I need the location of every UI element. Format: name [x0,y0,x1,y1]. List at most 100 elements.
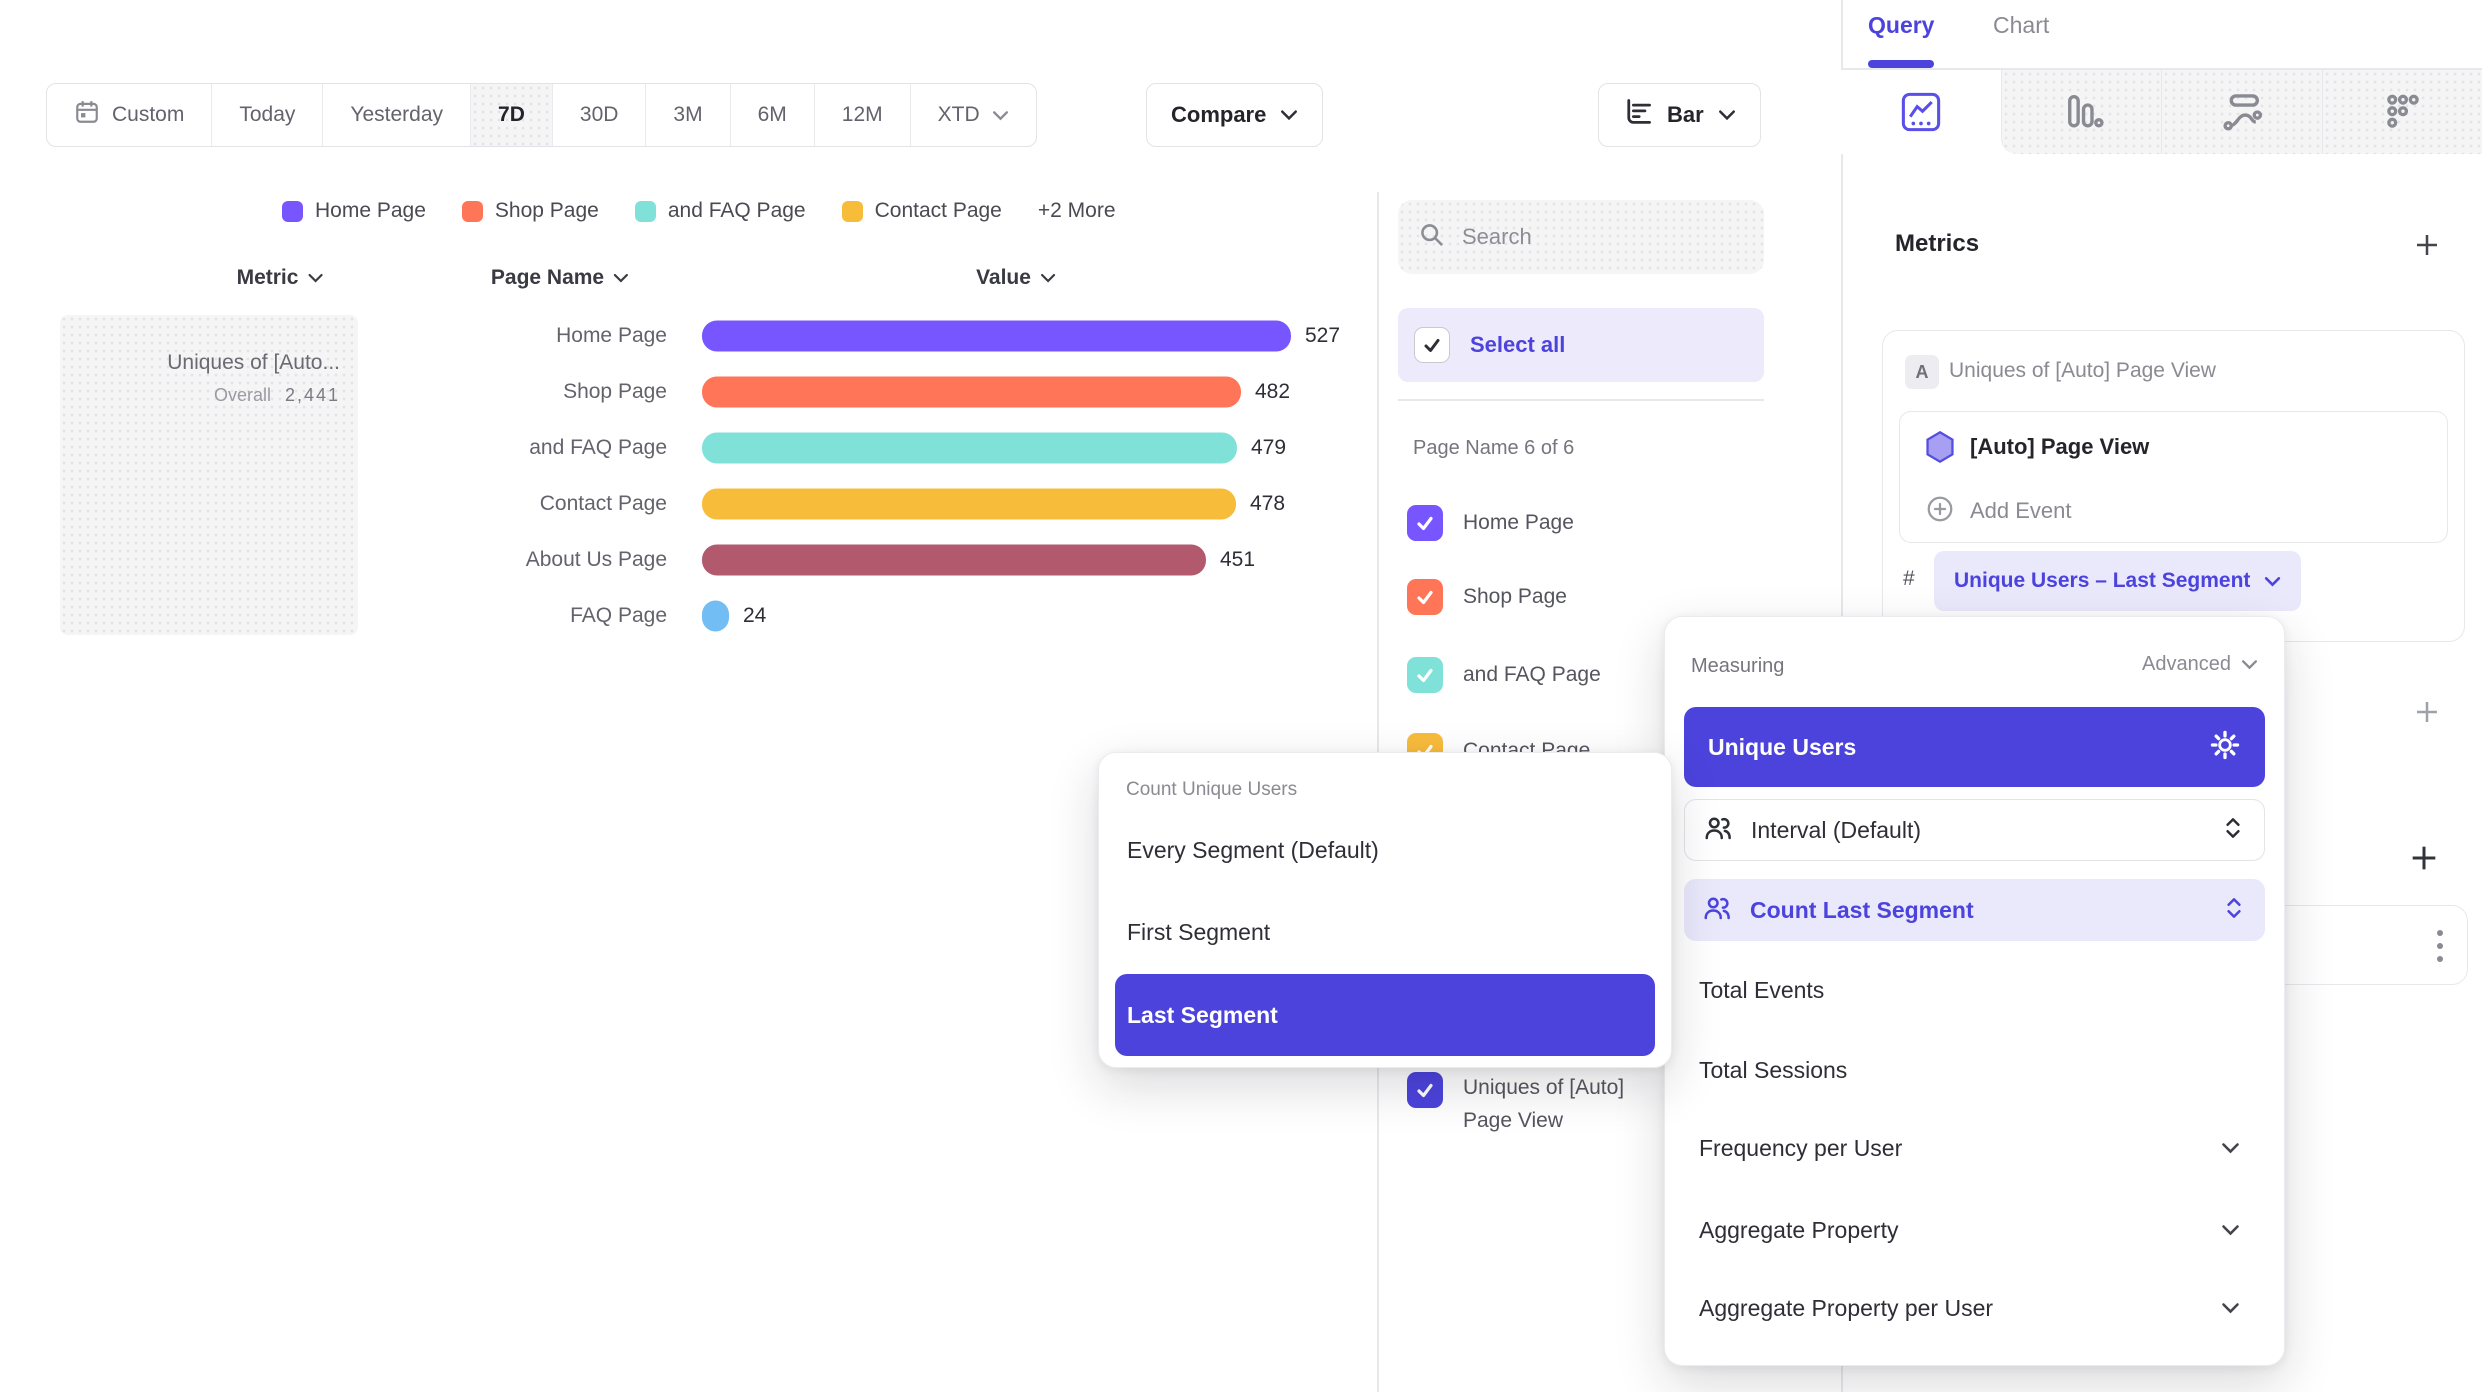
column-header-label: Value [976,266,1031,289]
date-range-7d[interactable]: 7D [471,84,553,146]
legend-label: Home Page [315,199,426,222]
column-header-label: Metric [236,266,299,289]
bar[interactable] [702,320,1291,352]
checkbox-checked[interactable] [1407,657,1443,693]
metric-row-label[interactable]: Uniques of [Auto] Page View [1949,359,2216,382]
legend-item[interactable]: and FAQ Page [634,199,806,223]
search-box[interactable] [1398,200,1764,274]
filter-item[interactable]: and FAQ Page [1407,657,1601,693]
measuring-menu: Measuring Advanced Unique Users [1664,616,2285,1366]
report-tab-funnels[interactable] [2001,70,2161,154]
menu-item-every-segment[interactable]: Every Segment (Default) [1127,837,1379,863]
chevron-down-icon [1718,108,1736,122]
chart-row: Home Page 527 [0,308,1370,364]
date-range-custom[interactable]: Custom [47,84,213,146]
add-filter-icon[interactable] [2412,697,2442,727]
users-icon [1702,893,1732,928]
report-tab-retention[interactable] [2322,70,2482,154]
bar-value: 24 [743,604,767,627]
chevron-down-icon[interactable] [2221,1141,2240,1155]
menu-item-frequency-per-user[interactable]: Frequency per User [1699,1135,1903,1161]
add-event-label[interactable]: Add Event [1970,498,2072,523]
menu-item-interval[interactable]: Interval (Default) [1684,799,2265,861]
menu-item-unique-users-selected[interactable]: Unique Users [1684,707,2265,787]
chevron-down-icon[interactable] [2221,1301,2240,1315]
metric-overall-label: Overall [213,385,271,405]
stepper-icon[interactable] [2224,815,2242,846]
segmentation-dots-icon [2386,94,2419,128]
bar[interactable] [702,488,1236,520]
kebab-menu-icon[interactable] [2437,930,2443,962]
report-tab-insights[interactable] [1841,70,2001,154]
measuring-menu-title: Measuring [1691,655,1785,677]
column-header-page-name[interactable]: Page Name [491,266,629,290]
filter-item[interactable]: Shop Page [1407,579,1567,615]
date-range-today[interactable]: Today [212,84,324,146]
report-tab-flows[interactable] [2161,70,2322,154]
column-header-value[interactable]: Value [976,266,1056,290]
bar[interactable] [702,432,1237,464]
divider [1398,399,1764,401]
date-range-label: 7D [498,103,525,126]
bar[interactable] [702,600,729,632]
menu-item-total-sessions[interactable]: Total Sessions [1699,1057,1848,1083]
menu-item-aggregate-property-per-user[interactable]: Aggregate Property per User [1699,1295,1994,1321]
search-input[interactable] [1462,224,1722,250]
column-header-metric[interactable]: Metric [237,266,324,290]
checkbox-checked[interactable] [1407,505,1443,541]
menu-item-total-events[interactable]: Total Events [1699,977,1825,1003]
menu-item-count-last-segment[interactable]: Count Last Segment [1684,879,2265,941]
advanced-toggle[interactable]: Advanced [2142,653,2258,676]
metric-cell[interactable]: Uniques of [Auto... Overall 2,441 [60,315,358,635]
legend-item[interactable]: Home Page [282,199,426,223]
add-event-icon[interactable] [1925,494,1955,529]
bar-value: 478 [1250,492,1286,515]
checkbox-checked[interactable] [1407,579,1443,615]
select-all-row[interactable]: Select all [1398,308,1764,382]
select-all-checkbox[interactable] [1414,327,1450,363]
tab-query[interactable]: Query [1868,12,1934,39]
date-range-label: 30D [579,103,619,126]
date-range-label: Yesterday [350,103,444,126]
chevron-down-icon [1040,273,1056,283]
date-range-yesterday[interactable]: Yesterday [323,84,472,146]
date-range-3m[interactable]: 3M [646,84,731,146]
chart-row: Contact Page 478 [0,476,1370,532]
event-card: [Auto] Page View Add Event [1899,411,2448,543]
legend-more[interactable]: +2 More [1038,199,1116,223]
compare-button[interactable]: Compare [1146,83,1324,147]
menu-item-last-segment-selected[interactable]: Last Segment [1115,974,1655,1056]
menu-item-aggregate-property[interactable]: Aggregate Property [1699,1217,1899,1243]
date-range-30d[interactable]: 30D [553,84,647,146]
stepper-icon[interactable] [2225,895,2243,926]
bar[interactable] [702,544,1206,576]
filter-item[interactable]: Home Page [1407,505,1574,541]
bar-chart-icon [1623,97,1653,133]
chevron-down-icon[interactable] [2221,1223,2240,1237]
menu-item-first-segment[interactable]: First Segment [1127,919,1271,945]
event-label[interactable]: [Auto] Page View [1970,434,2150,459]
gear-icon[interactable] [2209,729,2241,766]
chart-row: Shop Page 482 [0,364,1370,420]
filter-item-metric[interactable]: Uniques of [Auto] Page View [1407,1072,1675,1137]
tab-chart[interactable]: Chart [1993,12,2049,39]
legend-label: and FAQ Page [667,199,806,222]
tab-label: Chart [1993,12,2050,38]
legend-item[interactable]: Contact Page [841,199,1002,223]
date-range-label: XTD [937,103,980,126]
chevron-down-icon [2265,576,2281,586]
event-hexagon-icon [1924,430,1956,469]
date-range-xtd[interactable]: XTD [911,84,1036,146]
metric-overall-value: 2,441 [284,385,340,405]
checkbox-checked[interactable] [1407,1072,1443,1108]
bar[interactable] [702,376,1241,408]
date-range-12m[interactable]: 12M [815,84,911,146]
filter-item-label: Home Page [1463,511,1574,534]
add-breakdown-icon[interactable] [2407,841,2441,875]
chart-type-button[interactable]: Bar [1598,83,1761,147]
date-range-6m[interactable]: 6M [731,84,815,146]
measurement-pill[interactable]: Unique Users – Last Segment [1934,551,2302,611]
legend-item[interactable]: Shop Page [461,199,599,223]
filter-item-label: and FAQ Page [1463,663,1601,686]
add-metric-icon[interactable] [2412,230,2442,260]
